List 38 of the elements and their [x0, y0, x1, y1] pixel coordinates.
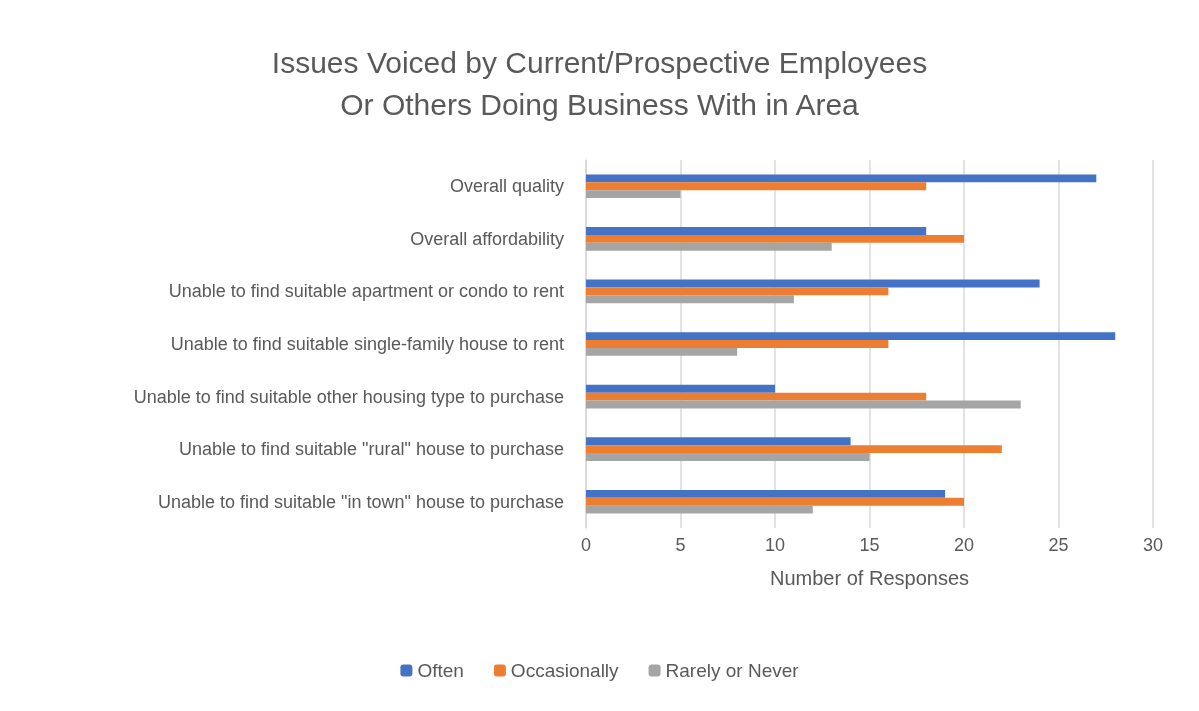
y-tick-label: Unable to find suitable "in town" house to purchase: [157, 491, 564, 512]
y-tick-label: Unable to find suitable single-family house to rent: [170, 334, 564, 354]
bar: [586, 234, 964, 243]
y-tick-label: Unable to find suitable apartment or condo to rent: [168, 281, 564, 302]
bar: [586, 227, 927, 235]
bar: [586, 347, 738, 356]
bar: [586, 489, 946, 498]
chart-title: Issues Voiced by Current/Prospective Employees Or Others Doing Business With in Area: [271, 45, 928, 121]
x-tick-label: 5: [675, 535, 686, 555]
x-tick-label: 20: [953, 535, 975, 555]
bar: [586, 445, 1002, 454]
y-tick-label: Overall quality: [449, 176, 564, 197]
bar: [586, 437, 851, 446]
legend-label: Rarely or Never: [665, 660, 800, 681]
bar: [586, 392, 927, 401]
x-tick-label: 25: [1048, 535, 1069, 555]
y-tick-label: Unable to find suitable other housing type to purchase: [133, 386, 564, 407]
bar: [586, 497, 964, 506]
bar: [586, 182, 927, 191]
legend-label: Often: [417, 660, 464, 681]
bar: [586, 505, 813, 514]
bar: [586, 287, 889, 296]
legend-label: Occasionally: [510, 660, 620, 681]
y-tick-label: Overall affordability: [410, 228, 564, 249]
y-tick-label: Unable to find suitable "rural" house to purchase: [178, 439, 564, 460]
bar: [586, 190, 681, 199]
bar: [586, 453, 870, 461]
bar: [586, 242, 832, 251]
bar: [586, 332, 1116, 341]
x-axis-title: Number of Responses: [770, 567, 969, 589]
x-tick-label: 15: [859, 535, 880, 555]
bar: [586, 340, 889, 348]
bar: [586, 295, 794, 304]
x-tick-label: 10: [764, 535, 786, 555]
bar: [586, 384, 775, 393]
x-tick-label: 30: [1142, 535, 1164, 555]
x-tick-label: 0: [580, 535, 592, 555]
bar: [586, 174, 1097, 183]
